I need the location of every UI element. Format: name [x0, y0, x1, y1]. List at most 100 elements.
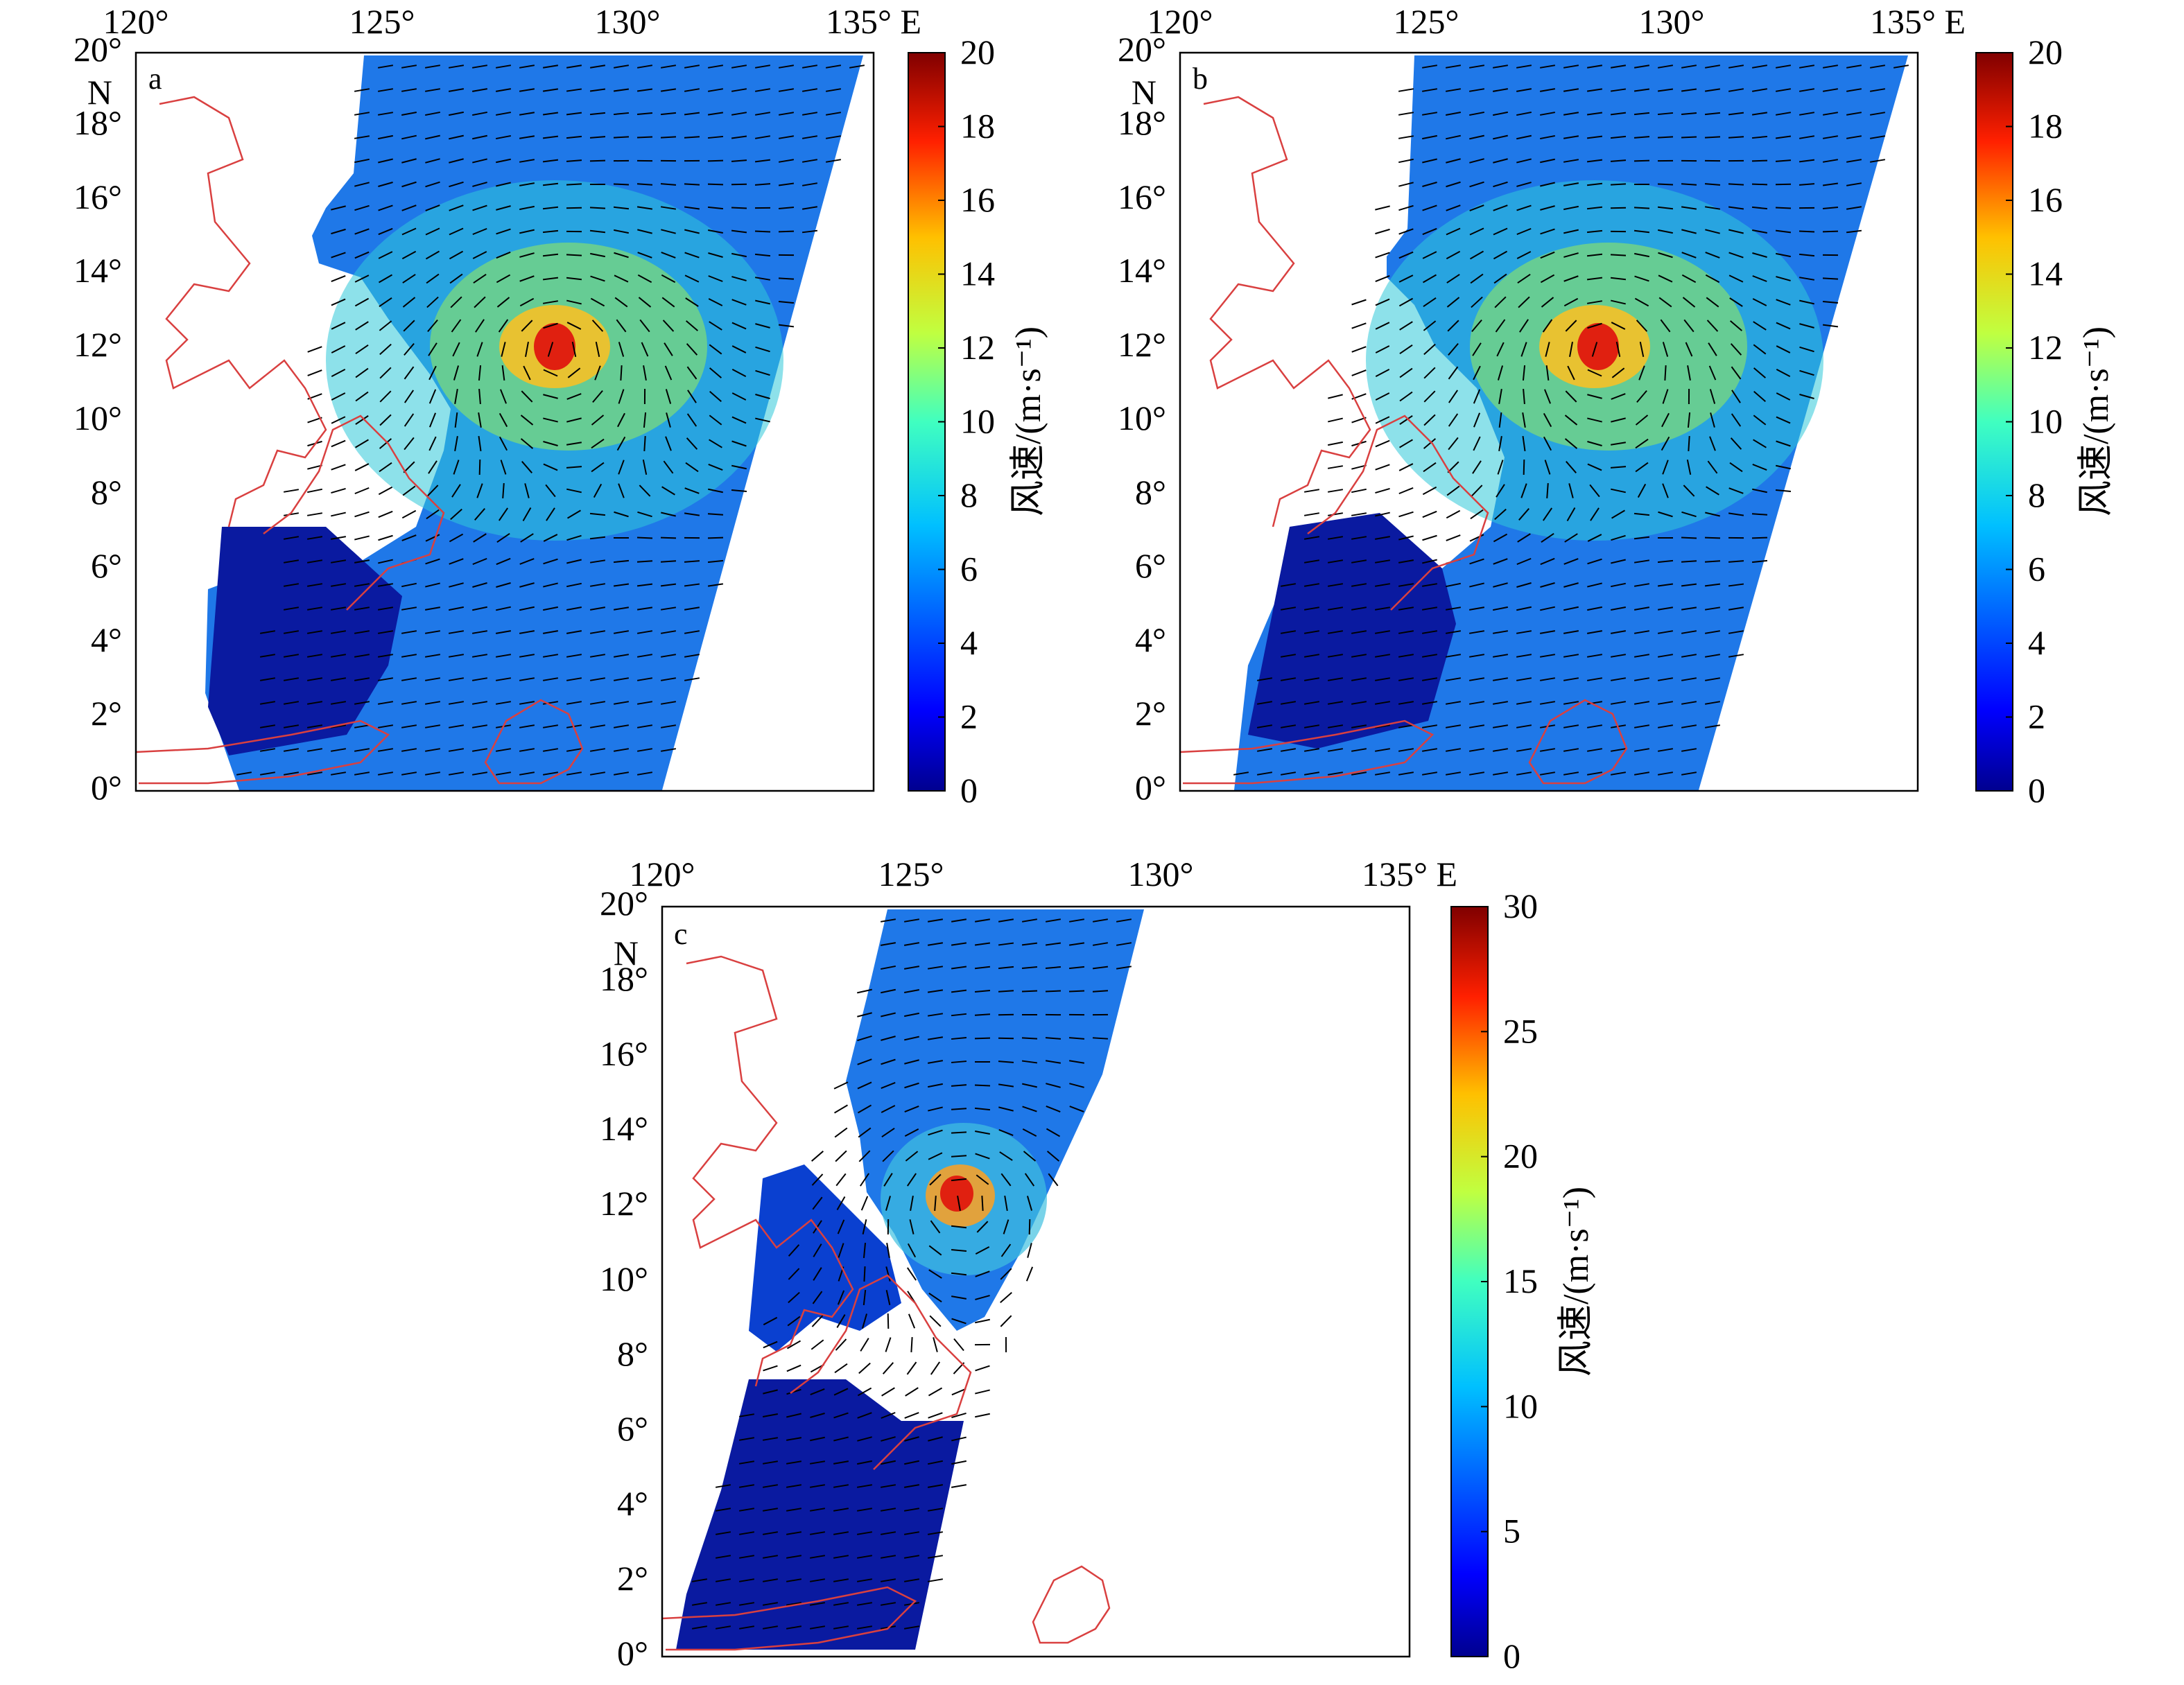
- wind-vector: [566, 254, 582, 256]
- wind-vector: [976, 1221, 989, 1233]
- wind-vector: [449, 204, 464, 211]
- wind-vector: [885, 1266, 891, 1282]
- wind-vector: [283, 559, 300, 564]
- wind-vector: [478, 365, 482, 381]
- map-area: [661, 907, 1410, 1657]
- wind-vector: [1374, 559, 1391, 564]
- wind-vector: [519, 724, 535, 728]
- wind-vector: [691, 1578, 708, 1582]
- wind-vector: [1657, 677, 1674, 681]
- wind-vector: [1516, 724, 1532, 728]
- wind-vector: [881, 1082, 896, 1089]
- wind-vector: [1610, 135, 1627, 139]
- wind-vector: [762, 1555, 779, 1559]
- wind-vector: [545, 484, 556, 498]
- wind-vector: [1445, 112, 1462, 116]
- wind-vector: [283, 748, 300, 752]
- wind-vector: [566, 277, 582, 281]
- wind-vector: [618, 389, 625, 404]
- wind-vector: [448, 654, 465, 658]
- wind-vector: [1704, 724, 1721, 728]
- wind-vector: [1776, 322, 1791, 330]
- wind-vector: [1569, 342, 1573, 357]
- wind-vector: [1398, 630, 1414, 634]
- wind-vector: [613, 654, 630, 658]
- wind-vector: [1375, 368, 1390, 378]
- wind-vector: [1586, 229, 1603, 234]
- wind-vector: [1611, 367, 1625, 378]
- wind-vector: [731, 345, 747, 353]
- wind-vector: [849, 64, 865, 69]
- wind-vector: [1021, 990, 1038, 993]
- wind-vector: [495, 64, 512, 69]
- wind-vector: [1327, 748, 1344, 752]
- wind-vector: [707, 583, 724, 587]
- wind-vector: [589, 701, 606, 705]
- wind-vector: [613, 606, 630, 611]
- wind-vector: [1731, 390, 1741, 403]
- wind-vector: [1468, 771, 1485, 776]
- wind-vector: [636, 536, 653, 539]
- wind-vector: [354, 630, 370, 634]
- wind-vector: [449, 558, 464, 565]
- wind-vector: [1869, 159, 1886, 163]
- wind-vector: [1776, 299, 1791, 306]
- wind-vector: [907, 1243, 917, 1258]
- wind-vector: [1681, 64, 1697, 69]
- wind-vector: [1280, 771, 1297, 776]
- wind-vector: [401, 534, 417, 541]
- wind-vector: [951, 1155, 967, 1158]
- wind-vector: [1587, 441, 1602, 446]
- wind-vector: [520, 438, 534, 449]
- wind-vector: [910, 1195, 914, 1212]
- wind-vector: [1303, 654, 1320, 658]
- wind-vector: [1729, 297, 1743, 307]
- wind-vector: [639, 319, 650, 333]
- wind-vector: [306, 512, 323, 516]
- wind-vector: [754, 183, 771, 186]
- wind-vector: [762, 1460, 779, 1465]
- wind-vector: [1000, 1315, 1012, 1327]
- wind-vector: [1775, 229, 1792, 234]
- wind-vector: [472, 582, 487, 588]
- wind-vector: [1446, 582, 1461, 588]
- wind-vector: [331, 205, 346, 211]
- wind-vector: [663, 460, 674, 474]
- wind-vector: [428, 365, 437, 381]
- wind-vector: [881, 1387, 895, 1397]
- wind-vector: [910, 1336, 913, 1353]
- wind-vector: [1068, 1060, 1085, 1064]
- wind-vector: [1657, 183, 1674, 186]
- wind-vector: [1799, 183, 1815, 186]
- wind-vector: [1728, 583, 1744, 587]
- wind-vector: [354, 771, 370, 776]
- wind-vector: [833, 1484, 849, 1488]
- wind-vector: [1662, 483, 1669, 498]
- wind-vector: [1423, 343, 1436, 356]
- wind-vector: [1539, 701, 1556, 705]
- wind-vector: [379, 462, 392, 473]
- wind-vector: [1634, 297, 1649, 307]
- wind-vector: [1539, 748, 1556, 752]
- wind-vector: [863, 1289, 867, 1306]
- wind-vector: [660, 724, 677, 728]
- wind-vector: [1445, 748, 1462, 752]
- wind-vector: [1399, 391, 1413, 402]
- wind-vector: [951, 942, 967, 946]
- wind-vector: [378, 182, 393, 187]
- wind-vector: [927, 1578, 944, 1582]
- wind-vector: [589, 136, 606, 139]
- wind-vector: [1446, 158, 1461, 164]
- wind-vector: [355, 321, 369, 331]
- wind-vector: [660, 748, 677, 752]
- wind-vector: [614, 297, 628, 308]
- wind-vector: [478, 388, 481, 405]
- wind-vector: [1374, 771, 1391, 776]
- wind-vector: [594, 365, 601, 381]
- wind-vector: [401, 630, 417, 634]
- wind-vector: [1446, 274, 1460, 283]
- wind-vector: [589, 64, 606, 69]
- wind-vector: [590, 252, 605, 258]
- wind-vector: [1563, 275, 1579, 282]
- wind-vector: [904, 989, 919, 993]
